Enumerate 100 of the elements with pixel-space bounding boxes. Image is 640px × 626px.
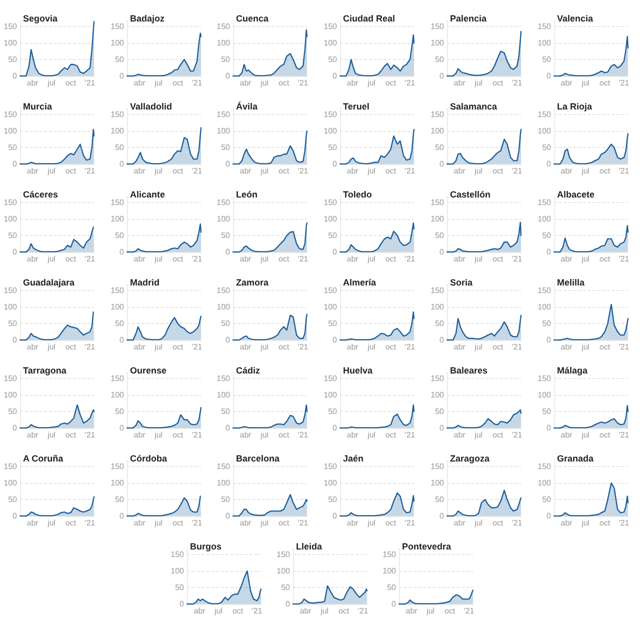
x-tick-label: abr	[346, 254, 359, 264]
y-tick-label: 50	[175, 583, 185, 592]
chart-title: Ciudad Real	[343, 14, 396, 24]
x-tick-label: '21	[191, 166, 202, 176]
y-tick-label: 50	[114, 55, 124, 64]
y-tick-label: 50	[328, 231, 338, 240]
x-tick-label: oct	[172, 430, 184, 440]
y-tick-label: 150	[217, 198, 231, 208]
y-tick-label: 100	[110, 478, 124, 488]
chart-title: Zaragoza	[450, 454, 490, 464]
x-tick-label: '21	[404, 166, 416, 176]
x-tick-label: abr	[240, 254, 252, 264]
x-tick-label: abr	[346, 430, 359, 440]
x-tick-label: jul	[46, 342, 56, 352]
y-tick-label: 150	[4, 198, 18, 208]
y-tick-label: 150	[430, 22, 444, 32]
x-tick-label: '21	[191, 518, 202, 528]
y-tick-label: 0	[439, 512, 444, 520]
x-tick-label: abr	[240, 78, 252, 88]
x-tick-label: oct	[172, 166, 184, 176]
x-tick-label: oct	[278, 518, 290, 528]
x-tick-label: abr	[346, 518, 359, 528]
y-tick-label: 150	[4, 286, 18, 296]
x-tick-label: abr	[26, 166, 39, 176]
y-tick-label: 100	[217, 390, 231, 400]
y-tick-label: 100	[537, 126, 552, 136]
chart-title: Cádiz	[236, 366, 261, 376]
y-tick-label: 50	[114, 143, 124, 152]
x-tick-label: '21	[298, 430, 310, 440]
chart-title: Almería	[343, 278, 378, 288]
y-tick-label: 0	[546, 424, 552, 432]
y-tick-label: 150	[430, 286, 444, 296]
x-tick-label: abr	[194, 606, 206, 616]
x-tick-label: oct	[65, 342, 77, 352]
y-tick-label: 100	[217, 302, 231, 312]
y-tick-label: 150	[110, 22, 124, 32]
y-tick-label: 100	[324, 214, 338, 224]
y-tick-label: 150	[537, 286, 552, 296]
x-tick-label: abr	[133, 342, 146, 352]
y-tick-label: 50	[434, 143, 444, 152]
x-tick-label: abr	[346, 166, 359, 176]
x-tick-label: '21	[404, 78, 416, 88]
x-tick-label: '21	[298, 518, 310, 528]
y-tick-label: 50	[8, 55, 18, 64]
y-tick-label: 100	[537, 214, 552, 224]
y-tick-label: 150	[110, 198, 124, 208]
y-tick-label: 100	[170, 566, 185, 576]
y-tick-label: 0	[119, 160, 124, 168]
x-tick-label: oct	[598, 78, 610, 88]
x-tick-label: abr	[560, 78, 572, 88]
x-tick-label: oct	[444, 606, 456, 616]
y-tick-label: 50	[8, 143, 18, 152]
y-tick-label: 50	[114, 319, 124, 328]
y-tick-label: 0	[226, 72, 231, 80]
y-tick-label: 0	[546, 512, 552, 520]
x-tick-label: oct	[492, 166, 504, 176]
chart-title: Alicante	[130, 190, 165, 200]
y-tick-label: 0	[546, 336, 552, 344]
x-tick-label: oct	[492, 78, 504, 88]
y-tick-label: 0	[119, 248, 124, 256]
y-tick-label: 100	[324, 38, 338, 48]
y-tick-label: 100	[430, 390, 444, 400]
y-tick-label: 100	[110, 38, 124, 48]
y-tick-label: 150	[537, 198, 552, 208]
y-tick-label: 150	[430, 374, 444, 384]
y-tick-label: 50	[434, 231, 444, 240]
y-tick-label: 150	[170, 550, 185, 560]
y-tick-label: 150	[537, 22, 552, 32]
y-tick-label: 0	[119, 424, 124, 432]
chart-title: Ourense	[130, 366, 166, 376]
x-tick-label: oct	[65, 78, 77, 88]
y-tick-label: 0	[546, 160, 552, 168]
chart-title: Teruel	[343, 102, 370, 112]
x-tick-label: '21	[298, 166, 310, 176]
x-tick-label: '21	[84, 254, 96, 264]
x-tick-label: '21	[191, 78, 202, 88]
y-tick-label: 0	[439, 72, 444, 80]
x-tick-label: '21	[191, 254, 202, 264]
y-tick-label: 150	[4, 462, 18, 472]
y-tick-label: 0	[439, 336, 444, 344]
y-tick-label: 100	[4, 302, 18, 312]
x-tick-label: jul	[473, 166, 483, 176]
y-tick-label: 0	[332, 424, 338, 432]
y-tick-label: 0	[12, 424, 18, 432]
x-tick-label: '21	[358, 606, 369, 616]
x-tick-label: abr	[560, 342, 572, 352]
x-tick-label: abr	[454, 342, 466, 352]
x-tick-label: jul	[580, 342, 590, 352]
chart-title: Salamanca	[450, 102, 498, 112]
y-tick-label: 0	[226, 424, 231, 432]
x-tick-label: jul	[580, 254, 590, 264]
x-tick-label: jul	[580, 518, 590, 528]
x-tick-label: '21	[298, 78, 310, 88]
x-tick-label: jul	[153, 78, 162, 88]
y-tick-label: 0	[332, 160, 338, 168]
y-tick-label: 50	[281, 583, 291, 592]
y-tick-label: 100	[324, 390, 338, 400]
x-tick-label: oct	[232, 606, 244, 616]
y-tick-label: 150	[4, 110, 18, 120]
y-tick-label: 100	[430, 478, 444, 488]
